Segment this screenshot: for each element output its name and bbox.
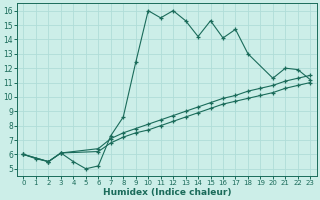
X-axis label: Humidex (Indice chaleur): Humidex (Indice chaleur)	[103, 188, 231, 197]
